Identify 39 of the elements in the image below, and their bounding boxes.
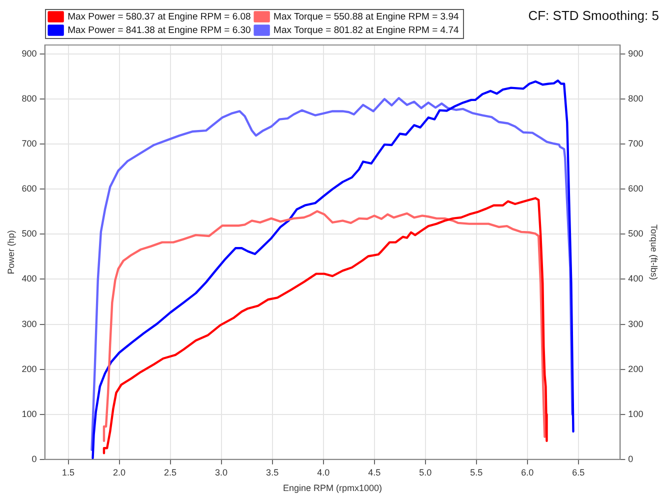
y-tick-label: 700 xyxy=(22,138,37,149)
y-tick-label: 500 xyxy=(22,228,37,239)
y-tick-label: 300 xyxy=(22,318,37,329)
x-tick-label: 3.0 xyxy=(215,467,228,478)
y2-tick-label: 0 xyxy=(628,454,634,464)
x-tick-label: 3.5 xyxy=(266,467,279,478)
y2-tick-label: 100 xyxy=(628,408,644,419)
y-tick-label: 100 xyxy=(22,408,37,419)
x-tick-label: 2.5 xyxy=(164,467,177,478)
x-tick-label: 4.0 xyxy=(317,467,330,478)
y-tick-label: 900 xyxy=(22,48,37,58)
x-tick-label: 5.0 xyxy=(419,467,432,478)
x-tick-label: 6.0 xyxy=(521,467,534,478)
legend-label: Max Power = 580.37 at Engine RPM = 6.08 xyxy=(68,11,251,22)
y2-tick-label: 800 xyxy=(628,94,644,104)
legend-label: Max Torque = 550.88 at Engine RPM = 3.94 xyxy=(274,11,459,22)
y2-tick-label: 900 xyxy=(628,48,644,58)
y-tick-label: 400 xyxy=(22,274,37,284)
y-tick-label: 200 xyxy=(22,364,37,374)
y2-axis-title: Torque (ft-lbs) xyxy=(649,224,660,280)
legend-label: Max Power = 841.38 at Engine RPM = 6.30 xyxy=(68,24,251,36)
y2-tick-label: 700 xyxy=(628,138,644,149)
y-tick-label: 600 xyxy=(22,184,37,194)
legend-label: Max Torque = 801.82 at Engine RPM = 4.74 xyxy=(274,24,459,36)
y2-tick-label: 300 xyxy=(628,318,644,329)
y-axis-title: Power (hp) xyxy=(6,230,16,274)
x-tick-label: 2.0 xyxy=(113,467,126,478)
y2-tick-label: 400 xyxy=(628,274,644,284)
x-tick-label: 6.5 xyxy=(572,467,585,478)
x-tick-label: 4.5 xyxy=(368,467,381,478)
y-tick-label: 0 xyxy=(32,454,37,464)
x-tick-label: 5.5 xyxy=(470,467,483,478)
x-tick-label: 1.5 xyxy=(62,467,75,478)
x-axis-title: Engine RPM (rpmx1000) xyxy=(282,483,382,494)
y2-tick-label: 200 xyxy=(628,364,644,374)
y2-tick-label: 500 xyxy=(628,228,644,239)
y-tick-label: 800 xyxy=(22,94,37,104)
y2-tick-label: 600 xyxy=(628,184,644,194)
chart-subtitle: CF: STD Smoothing: 5 xyxy=(528,8,659,23)
